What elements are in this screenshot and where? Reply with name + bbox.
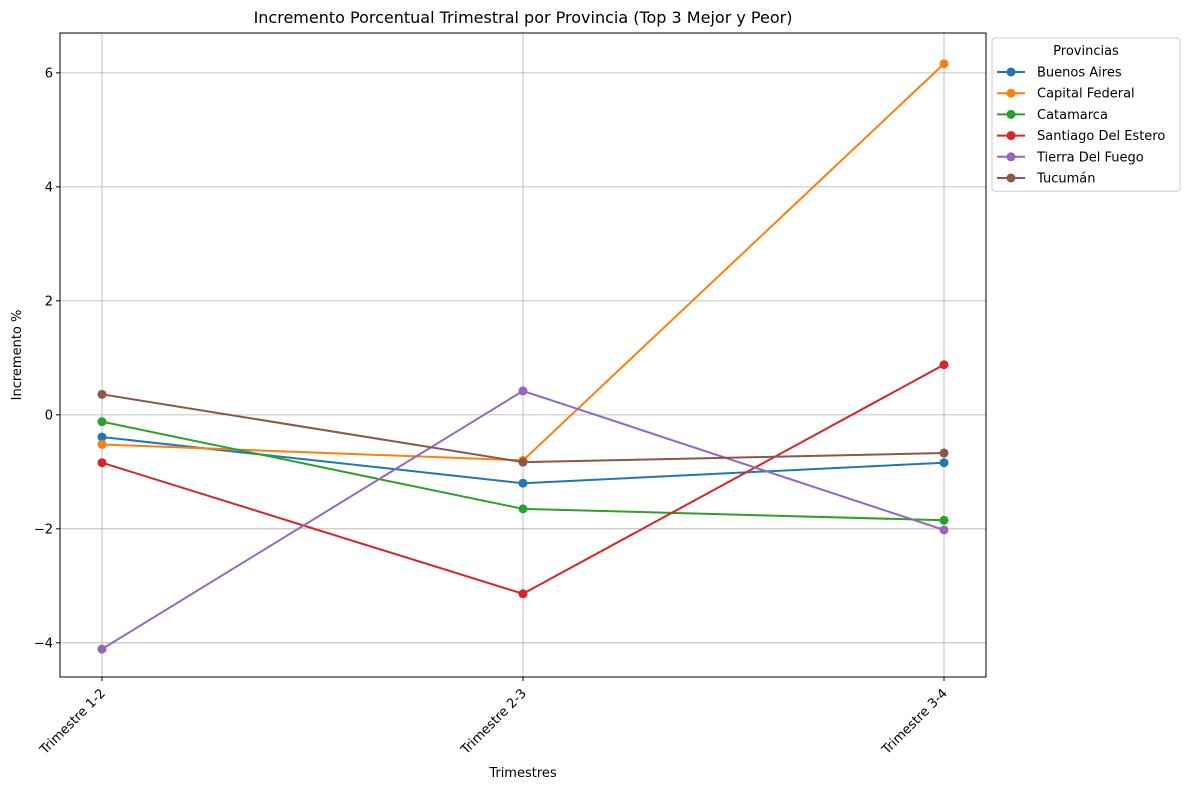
legend-label: Capital Federal <box>1037 87 1135 102</box>
legend-label: Buenos Aires <box>1037 66 1122 81</box>
legend-label: Tierra Del Fuego <box>1036 150 1144 165</box>
data-point <box>518 589 528 599</box>
series-tierra-del-fuego <box>97 386 949 654</box>
y-tick-label: −2 <box>34 522 53 537</box>
data-point <box>97 432 107 442</box>
y-tick-label: −4 <box>34 636 53 651</box>
legend-marker <box>1006 131 1016 141</box>
series-tucum-n <box>97 389 949 467</box>
data-point <box>518 478 528 488</box>
axes: −4 −2 0 2 4 6 Trimestre 1-2 Trimestre 2-3 Trimes… <box>34 66 951 758</box>
data-point <box>97 417 107 427</box>
x-tick-label: Trimestre 2-3 <box>458 686 530 758</box>
legend-item: Tierra Del Fuego <box>997 150 1144 165</box>
legend-marker <box>1006 173 1016 183</box>
data-point <box>97 458 107 468</box>
data-point <box>97 644 107 654</box>
data-point <box>939 458 949 468</box>
series-lines <box>97 59 949 654</box>
data-point <box>939 360 949 370</box>
legend-item: Catamarca <box>997 108 1108 123</box>
data-point <box>97 389 107 399</box>
x-tick-label: Trimestre 1-2 <box>37 686 109 758</box>
legend-marker <box>1006 152 1016 162</box>
grid <box>60 33 986 677</box>
data-point <box>518 386 528 396</box>
x-axis-label: Trimestres <box>488 766 557 781</box>
y-tick-label: 6 <box>45 66 53 81</box>
x-tick-label: Trimestre 3-4 <box>879 686 951 758</box>
legend-box <box>991 37 1181 192</box>
chart-title: Incremento Porcentual Trimestral por Pro… <box>254 8 793 27</box>
legend-label: Catamarca <box>1037 108 1108 123</box>
y-axis-label: Incremento % <box>10 310 25 401</box>
series-catamarca <box>97 417 949 525</box>
data-point <box>939 525 949 535</box>
data-point <box>518 504 528 514</box>
series-santiago-del-estero <box>97 360 949 599</box>
data-point <box>939 515 949 525</box>
data-point <box>518 457 528 467</box>
data-point <box>939 448 949 458</box>
legend-title: Provincias <box>1053 44 1119 59</box>
legend-label: Tucumán <box>1036 172 1095 187</box>
legend-item: Santiago Del Estero <box>997 129 1165 144</box>
series-buenos-aires <box>97 432 949 488</box>
y-tick-label: 0 <box>45 408 53 423</box>
y-tick-label: 4 <box>45 180 53 195</box>
legend: Provincias Buenos Aires Capital Federal Cat… <box>991 37 1181 192</box>
legend-item: Capital Federal <box>997 87 1135 102</box>
legend-marker <box>1006 67 1016 77</box>
legend-marker <box>1006 109 1016 119</box>
data-point <box>97 439 107 449</box>
y-tick-label: 2 <box>45 294 53 309</box>
legend-item: Buenos Aires <box>997 66 1122 81</box>
legend-item: Tucumán <box>997 172 1095 187</box>
data-point <box>939 59 949 69</box>
legend-label: Santiago Del Estero <box>1037 129 1165 144</box>
legend-marker <box>1006 88 1016 98</box>
